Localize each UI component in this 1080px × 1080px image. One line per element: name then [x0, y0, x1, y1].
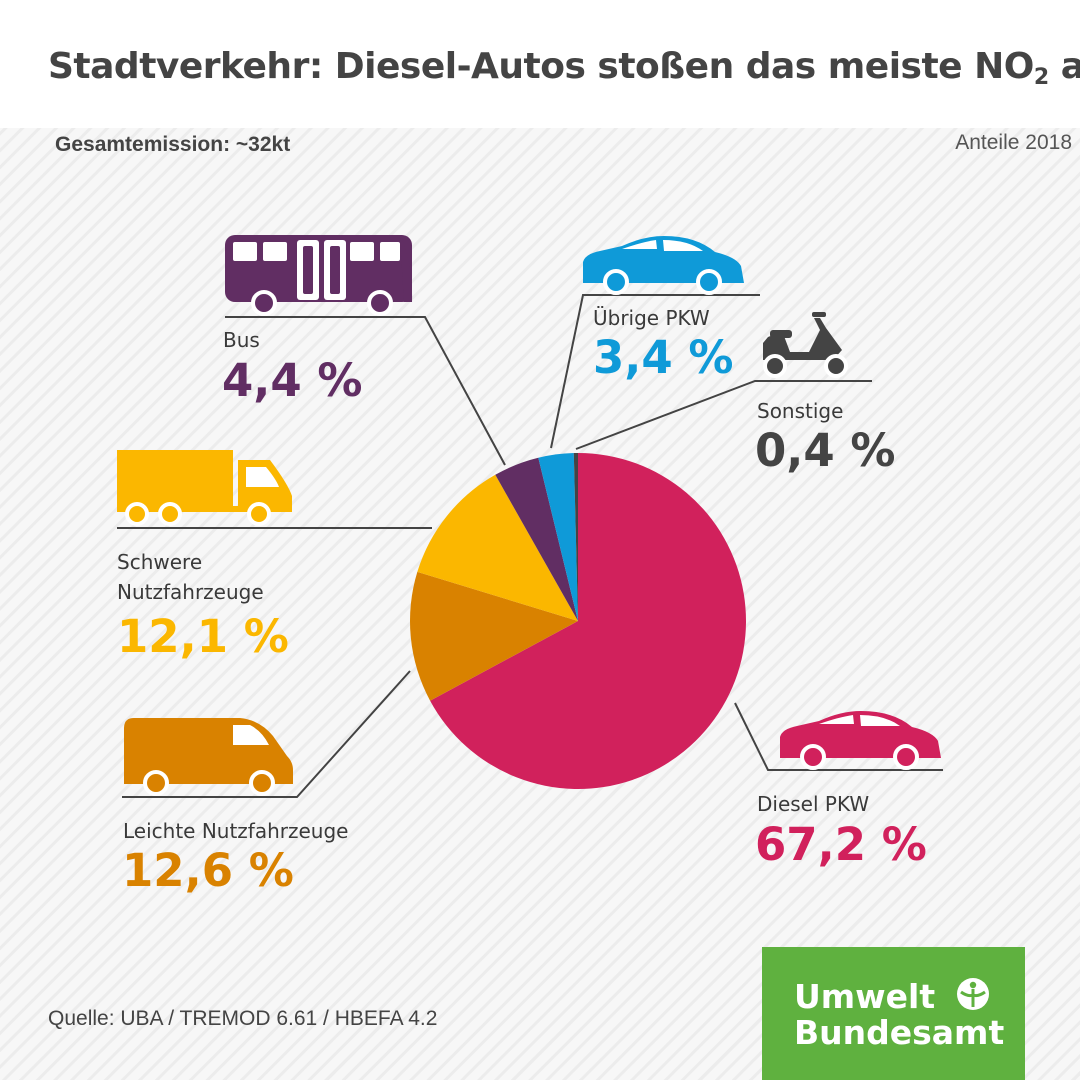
van-icon [124, 718, 293, 796]
value-leichte: 12,6 % [122, 844, 294, 897]
slice-sonstige [573, 452, 578, 621]
slice-leichte-nutzfahrzeuge [409, 571, 578, 701]
logo-text-line1: Umwelt [794, 977, 936, 1016]
label-uebrige-pkw: Übrige PKW [593, 306, 710, 330]
leader-line-leichte [122, 670, 411, 798]
slice-schwere-nutzfahrzeuge [417, 474, 578, 621]
year-label: Anteile 2018 [955, 131, 1072, 154]
truck-icon [117, 450, 292, 526]
leader-line-bus [225, 316, 506, 466]
pie-slices [409, 452, 747, 789]
scooter-icon [763, 312, 848, 378]
slice-bus [495, 457, 578, 621]
value-diesel-pkw: 67,2 % [755, 818, 927, 871]
total-emission-label: Gesamtemission: ~32kt [55, 133, 291, 156]
label-sonstige: Sonstige [757, 399, 844, 423]
page-title: Stadtverkehr: Diesel-Autos stoßen das me… [48, 46, 1080, 90]
leader-line-sonstige [575, 380, 872, 450]
leaf-person-icon [957, 978, 989, 1010]
car-icon [780, 711, 941, 770]
label-leichte: Leichte Nutzfahrzeuge [123, 819, 349, 843]
slice-uebrige-pkw [538, 453, 578, 621]
label-schwere: Schwere Nutzfahrzeuge [117, 550, 264, 604]
value-uebrige-pkw: 3,4 % [593, 331, 734, 384]
slice-diesel-pkw [430, 453, 747, 789]
label-bus: Bus [223, 328, 260, 352]
source-note: Quelle: UBA / TREMOD 6.61 / HBEFA 4.2 [48, 1007, 438, 1030]
value-schwere: 12,1 % [117, 610, 289, 663]
leader-line-uebrige-pkw [550, 294, 760, 449]
value-bus: 4,4 % [222, 354, 363, 407]
car-icon [583, 236, 744, 295]
title-bar: Stadtverkehr: Diesel-Autos stoßen das me… [0, 0, 1080, 128]
label-diesel-pkw: Diesel PKW [757, 792, 870, 816]
leader-line-diesel-pkw [734, 702, 943, 771]
value-sonstige: 0,4 % [755, 424, 896, 477]
logo-text-line2: Bundesamt [794, 1013, 1005, 1052]
uba-logo: Umwelt Bundesamt [762, 947, 1025, 1080]
bus-icon [225, 235, 413, 316]
